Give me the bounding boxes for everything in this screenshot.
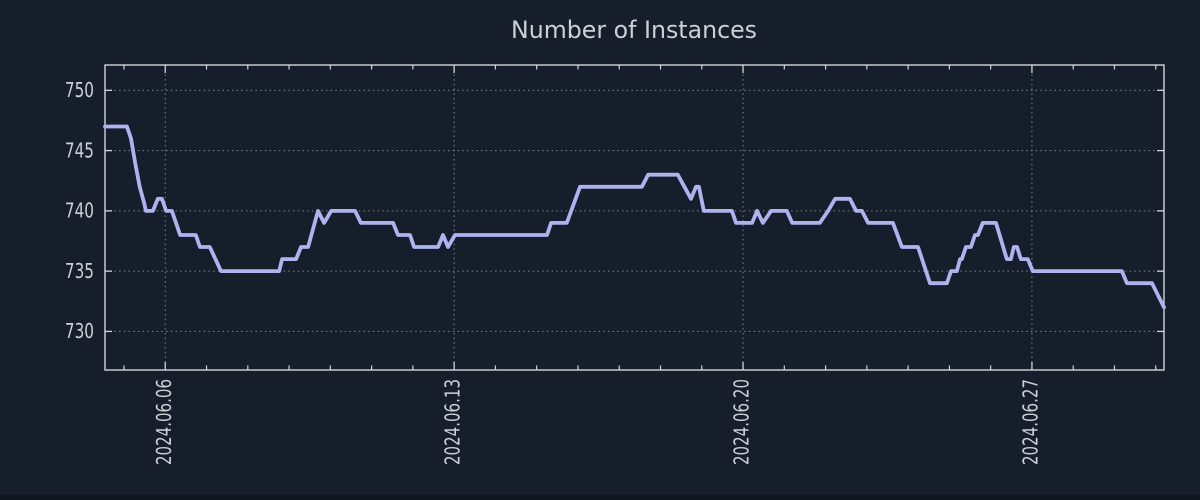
y-tick-label: 750 <box>65 78 94 102</box>
x-tick-label: 2024.06.20 <box>730 379 754 465</box>
y-tick-label: 745 <box>65 138 94 162</box>
axes: 730 735 740 745 750 2024.06.06 2024.06.13 2024.… <box>65 64 1165 465</box>
y-tick-label: 740 <box>65 199 94 223</box>
y-tick-label: 730 <box>65 319 94 343</box>
x-tick-label: 2024.06.06 <box>152 379 176 465</box>
series-line <box>103 124 1166 310</box>
plot-border <box>104 64 1165 371</box>
y-tick-label: 735 <box>65 259 94 283</box>
bottom-strip <box>0 495 1200 500</box>
chart-title: Number of Instances <box>511 16 757 44</box>
x-tick-label: 2024.06.13 <box>441 379 465 465</box>
instances-line <box>103 124 1166 310</box>
grid-lines <box>105 65 1164 370</box>
x-tick-label: 2024.06.27 <box>1018 379 1042 465</box>
